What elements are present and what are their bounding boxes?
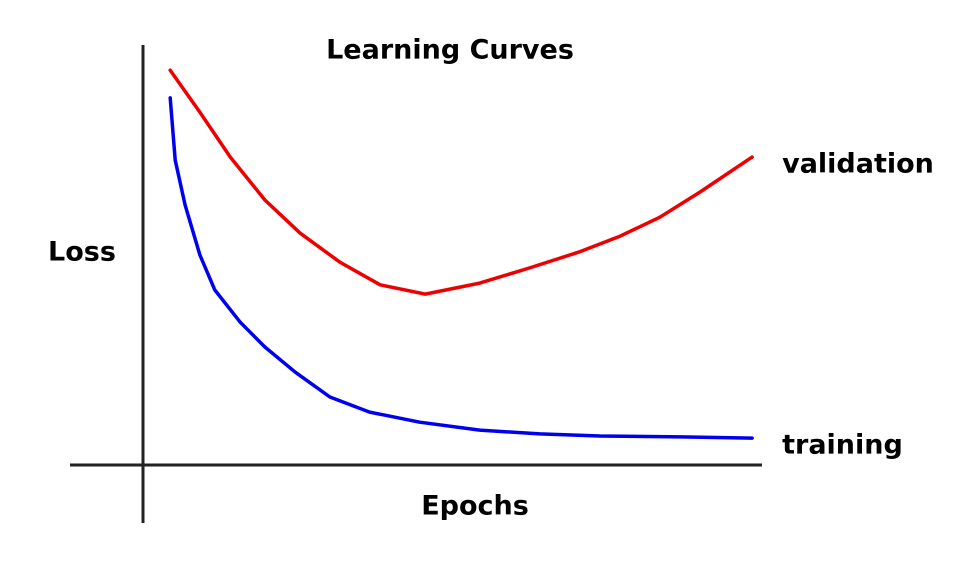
y-axis-label: Loss — [48, 237, 116, 268]
chart-title: Learning Curves — [326, 35, 574, 66]
series-label: training — [782, 430, 903, 461]
series-line — [168, 96, 754, 440]
x-axis-label: Epochs — [421, 491, 529, 522]
series-label: validation — [782, 149, 934, 180]
series-line — [168, 68, 754, 296]
